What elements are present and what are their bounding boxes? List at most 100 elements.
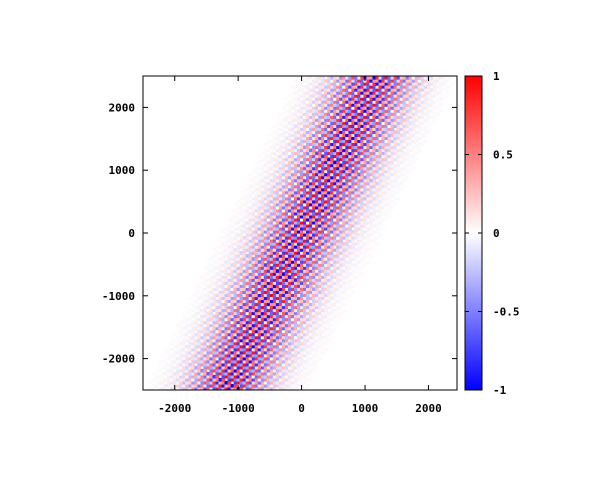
- heatmap-cell: [194, 374, 198, 379]
- heatmap-cell: [339, 284, 343, 288]
- heatmap-cell: [275, 187, 280, 192]
- heatmap-cell: [236, 329, 241, 334]
- heatmap-cell: [357, 251, 361, 255]
- heatmap-cell: [278, 317, 283, 322]
- heatmap-cell: [242, 190, 247, 195]
- heatmap-cell: [212, 272, 217, 276]
- heatmap-cell: [212, 341, 217, 346]
- heatmap-cell: [414, 115, 419, 119]
- heatmap-cell: [405, 124, 410, 128]
- heatmap-cell: [287, 145, 292, 150]
- heatmap-cell: [309, 284, 313, 288]
- heatmap-cell: [221, 275, 226, 279]
- heatmap-cell: [312, 353, 316, 358]
- heatmap-cell: [266, 214, 271, 219]
- heatmap-cell: [321, 208, 325, 213]
- heatmap-cell: [239, 190, 244, 195]
- heatmap-cell: [306, 109, 310, 113]
- heatmap-cell: [197, 311, 201, 316]
- heatmap-cell: [275, 160, 280, 165]
- heatmap-cell: [245, 368, 250, 373]
- heatmap-cell: [339, 178, 343, 183]
- heatmap-cell: [152, 371, 156, 376]
- heatmap-cell: [330, 323, 334, 328]
- heatmap-cell: [284, 239, 289, 243]
- heatmap-cell: [230, 332, 235, 337]
- heatmap-cell: [390, 163, 395, 168]
- heatmap-cell: [399, 187, 404, 192]
- heatmap-cell: [170, 356, 174, 361]
- heatmap-cell: [411, 97, 416, 101]
- heatmap-cell: [290, 160, 295, 165]
- heatmap-cell: [254, 245, 259, 249]
- heatmap-cell: [369, 184, 374, 189]
- heatmap-cell: [251, 293, 256, 297]
- heatmap-cell: [260, 332, 265, 337]
- heatmap-cell: [278, 302, 283, 307]
- heatmap-cell: [206, 302, 211, 307]
- heatmap-cell: [351, 97, 355, 101]
- heatmap-cell: [348, 190, 352, 195]
- heatmap-cell: [375, 100, 380, 104]
- heatmap-cell: [278, 172, 283, 177]
- heatmap-cell: [330, 157, 334, 162]
- heatmap-cell: [303, 229, 307, 234]
- heatmap-cell: [191, 383, 195, 388]
- heatmap-cell: [242, 296, 247, 301]
- heatmap-cell: [333, 190, 337, 195]
- heatmap-cell: [336, 287, 340, 291]
- heatmap-cell: [339, 269, 343, 273]
- heatmap-cell: [296, 229, 301, 234]
- heatmap-cell: [381, 127, 386, 131]
- heatmap-cell: [254, 278, 259, 282]
- heatmap-cell: [263, 314, 268, 319]
- heatmap-cell: [309, 199, 313, 204]
- heatmap-cell: [209, 287, 214, 291]
- heatmap-cell: [287, 193, 292, 198]
- heatmap-cell: [260, 263, 265, 267]
- heatmap-cell: [393, 196, 398, 201]
- heatmap-cell: [266, 166, 271, 171]
- heatmap-cell: [360, 97, 364, 101]
- heatmap-cell: [363, 251, 368, 255]
- heatmap-cell: [336, 214, 340, 219]
- heatmap-cell: [357, 199, 361, 204]
- heatmap-cell: [336, 139, 340, 144]
- heatmap-cell: [272, 323, 277, 328]
- heatmap-cell: [296, 284, 301, 288]
- heatmap-cell: [281, 245, 286, 249]
- heatmap-cell: [321, 257, 325, 261]
- heatmap-cell: [411, 115, 416, 119]
- heatmap-cell: [381, 151, 386, 156]
- heatmap-cell: [333, 187, 337, 192]
- heatmap-cell: [209, 257, 214, 261]
- heatmap-cell: [245, 205, 250, 210]
- heatmap-cell: [236, 371, 241, 376]
- heatmap-cell: [321, 118, 325, 122]
- heatmap-cell: [275, 245, 280, 249]
- heatmap-cell: [293, 202, 298, 207]
- heatmap-cell: [414, 151, 419, 156]
- heatmap-cell: [333, 145, 337, 150]
- heatmap-cell: [215, 380, 220, 385]
- heatmap-cell: [348, 202, 352, 207]
- heatmap-cell: [233, 359, 238, 364]
- heatmap-cell: [269, 251, 274, 255]
- heatmap-cell: [393, 88, 398, 92]
- heatmap-cell: [390, 103, 395, 107]
- heatmap-cell: [251, 214, 256, 219]
- heatmap-cell: [194, 377, 198, 382]
- heatmap-cell: [339, 202, 343, 207]
- heatmap-cell: [170, 377, 174, 382]
- heatmap-cell: [315, 223, 319, 228]
- heatmap-cell: [333, 112, 337, 116]
- heatmap-cell: [287, 142, 292, 147]
- heatmap-cell: [278, 151, 283, 156]
- heatmap-cell: [191, 335, 195, 340]
- heatmap-cell: [293, 245, 298, 249]
- heatmap-cell: [333, 290, 337, 294]
- heatmap-cell: [206, 362, 211, 367]
- heatmap-cell: [303, 115, 307, 119]
- heatmap-cell: [248, 314, 253, 319]
- heatmap-cell: [230, 272, 235, 276]
